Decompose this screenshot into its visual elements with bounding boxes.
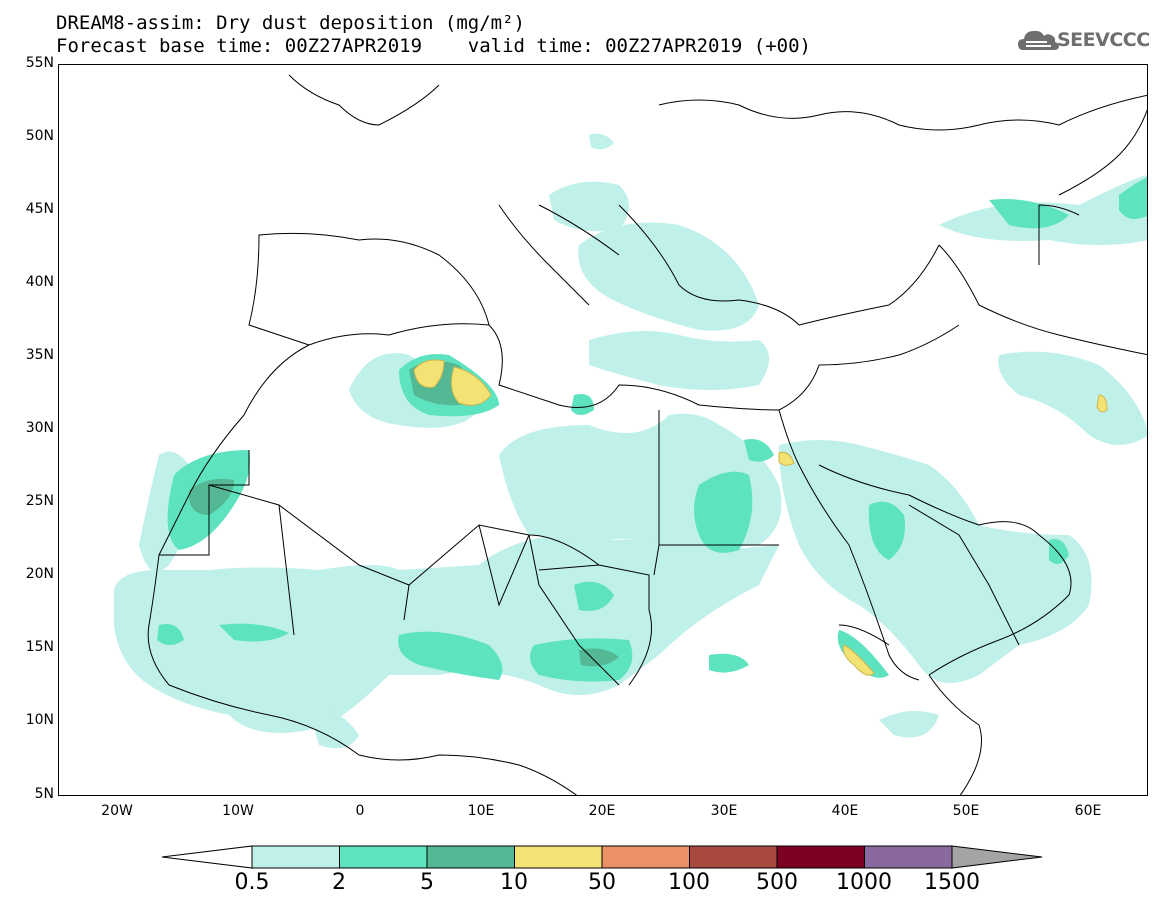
- colorbar-under-arrow: [161, 845, 253, 869]
- colorbar-bin: [864, 845, 953, 869]
- lon-label: 30E: [710, 803, 738, 819]
- lat-label: 15N: [25, 639, 54, 655]
- colorbar-bin: [776, 845, 865, 869]
- lat-label: 45N: [25, 201, 54, 217]
- colorbar-bin: [339, 845, 428, 869]
- lon-label: 40E: [831, 803, 859, 819]
- lat-label: 40N: [25, 274, 54, 290]
- lon-label: 10W: [222, 803, 254, 819]
- dust-map-svg: [114, 74, 1147, 795]
- lat-label: 35N: [25, 347, 54, 363]
- lat-label: 10N: [25, 712, 54, 728]
- lon-label: 10E: [467, 803, 495, 819]
- colorbar-label: 2: [332, 870, 346, 895]
- colorbar-label: 0.5: [234, 870, 270, 895]
- colorbar-label: 1000: [836, 870, 892, 895]
- lat-label: 20N: [25, 566, 54, 582]
- map-area: [58, 64, 1148, 796]
- forecast-time-subtitle: Forecast base time: 00Z27APR2019 valid t…: [56, 35, 811, 57]
- colorbar-legend: [161, 845, 1043, 869]
- lon-label: 60E: [1074, 803, 1102, 819]
- deposition-peak-fill: [413, 359, 1108, 676]
- lon-label: 0: [355, 803, 365, 819]
- lon-label: 50E: [952, 803, 980, 819]
- colorbar-label: 10: [500, 870, 528, 895]
- lat-label: 55N: [25, 55, 54, 71]
- lat-label: 50N: [25, 128, 54, 144]
- colorbar-label: 50: [588, 870, 616, 895]
- lat-label: 30N: [25, 420, 54, 436]
- colorbar-bin: [426, 845, 515, 869]
- colorbar-over-arrow: [951, 845, 1043, 869]
- lat-label: 5N: [34, 786, 54, 802]
- lon-label: 20E: [588, 803, 616, 819]
- colorbar-bin: [514, 845, 603, 869]
- lon-label: 20W: [101, 803, 133, 819]
- colorbar-bin: [251, 845, 340, 869]
- colorbar-label: 100: [668, 870, 710, 895]
- colorbar-bin: [689, 845, 778, 869]
- colorbar-label: 1500: [924, 870, 980, 895]
- map-title: DREAM8-assim: Dry dust deposition (mg/m²…: [56, 12, 525, 34]
- deposition-low-fill: [114, 133, 1147, 749]
- coastlines-borders: [147, 74, 1147, 795]
- logo-text: SEEVCCC: [1057, 29, 1150, 51]
- lat-label: 25N: [25, 493, 54, 509]
- colorbar-bin: [601, 845, 690, 869]
- cloud-logo-icon: [1018, 30, 1059, 50]
- colorbar-label: 500: [756, 870, 798, 895]
- colorbar-label: 5: [420, 870, 434, 895]
